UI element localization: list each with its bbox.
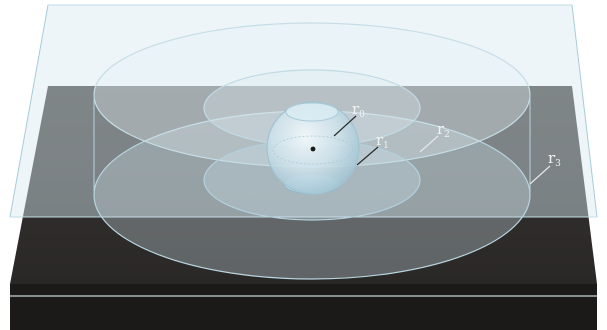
svg-text:r0: r0 [352,100,365,120]
svg-text:r2: r2 [437,120,450,140]
label-r2-subscript: 2 [444,130,450,140]
label-r0-subscript: 0 [359,110,365,120]
r2-indicator-line [419,135,439,153]
label-r3: r3 [548,149,561,169]
svg-text:r1: r1 [376,131,389,151]
label-r3-letter: r [548,149,556,167]
label-r2-letter: r [437,120,445,138]
upper-slab-edge-left [9,4,49,218]
label-r1-subscript: 1 [383,141,389,151]
label-r2: r2 [437,120,450,140]
inner-cap-top [285,102,339,122]
label-r0-letter: r [352,100,360,118]
svg-text:r3: r3 [548,149,561,169]
label-r0: r0 [352,100,365,120]
label-r1: r1 [376,131,389,151]
r0-indicator-line [333,115,357,137]
substrate-front-face [10,284,597,330]
label-r1-letter: r [376,131,384,149]
sphere-equator [272,135,354,165]
upper-slab-edge-right [571,4,598,218]
r1-indicator-line [356,146,379,166]
label-r3-subscript: 3 [555,159,561,169]
center-point [310,146,316,152]
r3-indicator-line [529,165,551,185]
